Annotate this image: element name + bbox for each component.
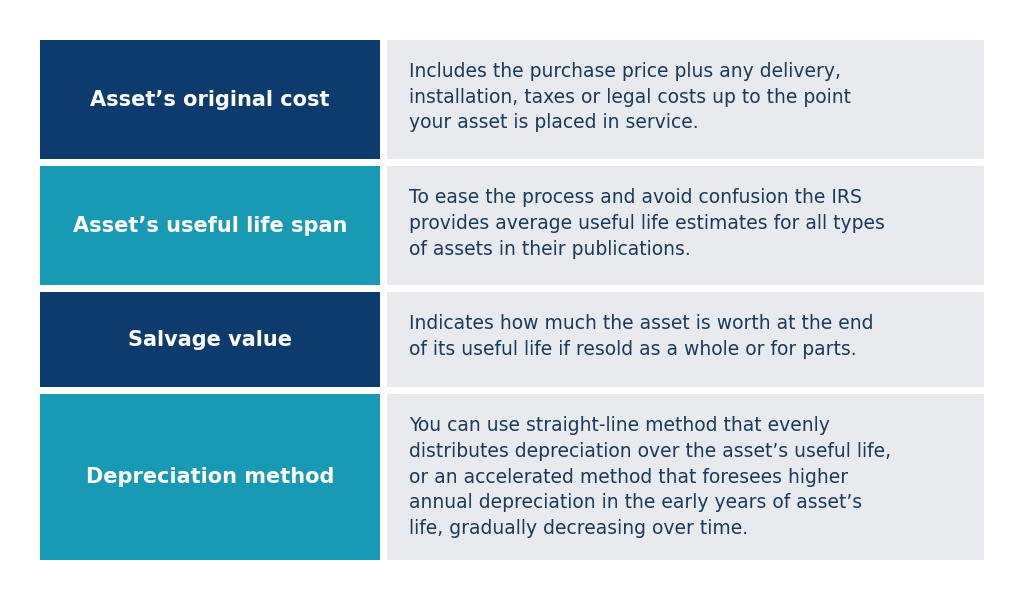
Text: Indicates how much the asset is worth at the end
of its useful life if resold as: Indicates how much the asset is worth at… <box>409 314 873 359</box>
Text: Depreciation method: Depreciation method <box>86 467 334 487</box>
Bar <box>40 40 380 159</box>
Bar <box>40 166 380 285</box>
Bar <box>387 394 984 560</box>
Text: Asset’s useful life span: Asset’s useful life span <box>73 216 347 236</box>
Text: To ease the process and avoid confusion the IRS
provides average useful life est: To ease the process and avoid confusion … <box>409 188 885 259</box>
Text: Includes the purchase price plus any delivery,
installation, taxes or legal cost: Includes the purchase price plus any del… <box>409 62 851 133</box>
Text: Salvage value: Salvage value <box>128 330 292 350</box>
Text: Asset’s original cost: Asset’s original cost <box>90 90 330 110</box>
Bar <box>40 292 380 387</box>
Text: You can use straight-line method that evenly
distributes depreciation over the a: You can use straight-line method that ev… <box>409 416 891 538</box>
Bar <box>40 394 380 560</box>
Bar <box>387 40 984 159</box>
Bar <box>387 166 984 285</box>
Bar <box>387 292 984 387</box>
